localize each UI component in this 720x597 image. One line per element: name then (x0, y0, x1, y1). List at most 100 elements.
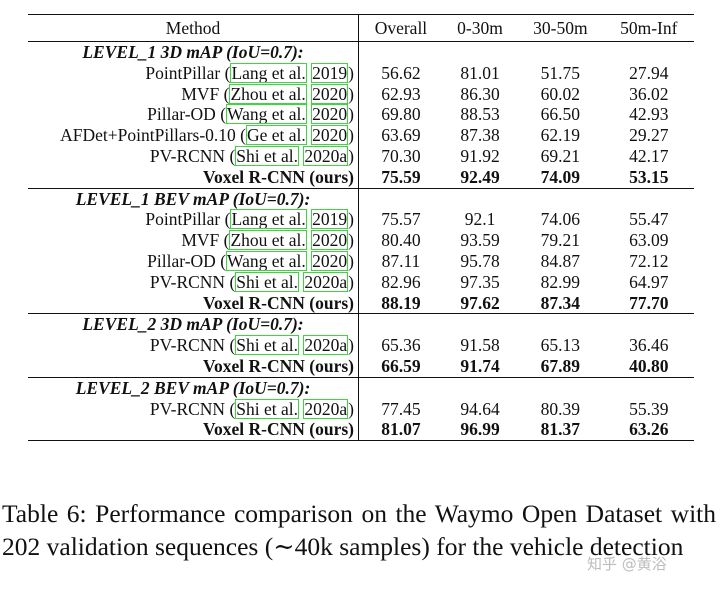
value-cell-best: 63.26 (629, 419, 669, 440)
header-50m-inf: 50m-Inf (620, 17, 678, 38)
table-row: Pillar-OD (Wang et al. 2020) 69.80 88.53 66… (28, 104, 694, 126)
table-section: LEVEL_1 BEV mAP (IoU=0.7): PointPillar (L… (28, 188, 694, 314)
value-cell: 79.21 (540, 230, 581, 251)
citation-author-link[interactable]: Lang et al. (230, 62, 307, 83)
citation-author-link[interactable]: Ge et al. (246, 125, 307, 146)
citation-year-link[interactable]: 2019 (311, 62, 349, 83)
citation-author-link[interactable]: Shi et al. (235, 271, 300, 292)
value-cell: 36.02 (629, 83, 669, 104)
value-cell-best: 81.07 (381, 419, 421, 440)
citation-year-link[interactable]: 2020 (311, 83, 349, 104)
value-cell: 75.57 (381, 209, 421, 230)
value-cell-best: 53.15 (629, 166, 669, 187)
value-cell: 95.78 (460, 250, 500, 271)
method-cell: Pillar-OD (Wang et al. 2020) (28, 250, 359, 272)
table-row: Pillar-OD (Wang et al. 2020) 87.11 95.78 84… (28, 250, 694, 272)
value-cell: 87.38 (460, 125, 500, 146)
table-row: PointPillar (Lang et al. 2019) 75.57 92.1 7… (28, 209, 694, 231)
empty-cell (517, 188, 603, 209)
table-row: PointPillar (Lang et al. 2019) 56.62 81.01… (28, 62, 694, 84)
header-method: Method (28, 14, 359, 42)
method-name: PV-RCNN (149, 398, 226, 419)
value-cell: 94.64 (460, 398, 500, 419)
value-cell: 91.58 (460, 335, 500, 356)
table-row: PV-RCNN (Shi et al. 2020a) 65.36 91.58 65.1… (28, 335, 694, 356)
citation-year-link[interactable]: 2020a (303, 398, 349, 419)
value-cell-best: 67.89 (540, 355, 581, 376)
value-cell: 42.17 (629, 145, 669, 166)
header-30-50m: 30-50m (533, 17, 588, 38)
citation-author-link[interactable]: Zhou et al. (229, 83, 307, 104)
empty-cell (359, 377, 443, 398)
value-cell-best: 77.70 (629, 292, 669, 313)
method-cell: AFDet+PointPillars-0.10 (Ge et al. 2020) (28, 125, 359, 146)
section-title-row: LEVEL_1 BEV mAP (IoU=0.7): (28, 188, 694, 210)
value-cell: 65.36 (381, 335, 421, 356)
citation-year-link[interactable]: 2020a (303, 145, 349, 166)
empty-cell (604, 377, 694, 398)
value-cell: 80.39 (540, 398, 581, 419)
citation-year-link[interactable]: 2020 (311, 250, 349, 271)
value-cell: 69.80 (381, 104, 421, 125)
value-cell: 82.96 (381, 271, 421, 292)
citation-year-link[interactable]: 2020a (303, 335, 349, 356)
citation-author-link[interactable]: Zhou et al. (229, 230, 307, 251)
value-cell: 27.94 (629, 62, 669, 83)
method-name-ours: Voxel R-CNN (ours) (28, 166, 359, 189)
value-cell-best: 97.62 (460, 292, 500, 313)
citation-year-link[interactable]: 2020 (311, 125, 349, 146)
table-row-ours: Voxel R-CNN (ours) 88.19 97.62 87.34 77.70 (28, 292, 694, 314)
empty-cell (359, 188, 443, 209)
method-name-ours: Voxel R-CNN (ours) (28, 292, 359, 314)
empty-cell (443, 188, 517, 209)
method-name: MVF (181, 230, 220, 251)
value-cell: 55.47 (629, 209, 669, 230)
method-cell: PV-RCNN (Shi et al. 2020a) (28, 271, 359, 293)
table-row: AFDet+PointPillars-0.10 (Ge et al. 2020)… (28, 125, 694, 146)
empty-cell (359, 42, 443, 63)
citation-author-link[interactable]: Shi et al. (235, 145, 300, 166)
table-caption: Table 6: Performance comparison on the W… (2, 499, 716, 561)
value-cell: 56.62 (381, 62, 421, 83)
method-name-ours: Voxel R-CNN (ours) (28, 419, 359, 441)
value-cell: 86.30 (460, 83, 500, 104)
citation-year-link[interactable]: 2020a (303, 271, 349, 292)
value-cell: 74.06 (540, 209, 581, 230)
value-cell-best: 75.59 (381, 166, 421, 187)
value-cell-best: 88.19 (381, 292, 421, 313)
value-cell-best: 81.37 (540, 419, 581, 440)
value-cell: 42.93 (629, 104, 669, 125)
citation-year-link[interactable]: 2020 (311, 230, 349, 251)
value-cell: 87.11 (381, 250, 421, 271)
value-cell: 93.59 (460, 230, 500, 251)
empty-cell (443, 314, 517, 335)
citation-year-link[interactable]: 2019 (311, 209, 349, 230)
table-section: LEVEL_1 3D mAP (IoU=0.7): PointPillar (La… (28, 41, 694, 189)
citation-author-link[interactable]: Wang et al. (226, 250, 307, 271)
section-title: LEVEL_1 BEV mAP (IoU=0.7): (28, 188, 359, 210)
value-cell: 72.12 (629, 250, 669, 271)
table-row-ours: Voxel R-CNN (ours) 81.07 96.99 81.37 63.26 (28, 419, 694, 441)
citation-author-link[interactable]: Shi et al. (235, 335, 300, 356)
method-name: MVF (181, 83, 220, 104)
table-section: LEVEL_2 3D mAP (IoU=0.7): PV-RCNN (Shi et… (28, 313, 694, 378)
table-row: PV-RCNN (Shi et al. 2020a) 77.45 94.64 80.3… (28, 398, 694, 420)
section-title-row: LEVEL_2 BEV mAP (IoU=0.7): (28, 377, 694, 399)
watermark: 知乎 @黄浴 (587, 555, 667, 573)
method-name: PV-RCNN (149, 335, 226, 356)
empty-cell (443, 42, 517, 63)
empty-cell (604, 188, 694, 209)
empty-cell (517, 377, 603, 398)
citation-author-link[interactable]: Wang et al. (226, 104, 307, 125)
value-cell-best: 92.49 (460, 166, 500, 187)
citation-author-link[interactable]: Lang et al. (230, 209, 307, 230)
header-overall: Overall (374, 17, 428, 38)
empty-cell (359, 314, 443, 335)
value-cell-best: 40.80 (629, 355, 669, 376)
method-name: Pillar-OD (147, 250, 216, 271)
method-cell: PV-RCNN (Shi et al. 2020a) (28, 145, 359, 167)
citation-year-link[interactable]: 2020 (311, 104, 349, 125)
method-name: PointPillar (145, 209, 221, 230)
method-cell: PV-RCNN (Shi et al. 2020a) (28, 398, 359, 420)
citation-author-link[interactable]: Shi et al. (235, 398, 300, 419)
